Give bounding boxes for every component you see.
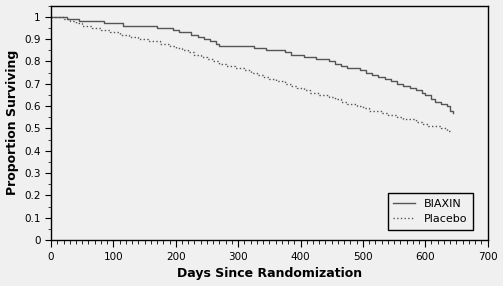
BIAXIN: [48, 15, 54, 18]
BIAXIN: [447, 109, 453, 112]
BIAXIN: [195, 35, 201, 39]
Line: BIAXIN: BIAXIN: [51, 17, 453, 113]
Line: Placebo: Placebo: [51, 17, 450, 133]
BIAXIN: [270, 49, 276, 52]
Placebo: [151, 39, 157, 43]
Placebo: [48, 15, 54, 18]
BIAXIN: [182, 31, 188, 34]
Placebo: [325, 96, 331, 99]
Placebo: [157, 42, 163, 45]
Y-axis label: Proportion Surviving: Proportion Surviving: [6, 50, 19, 195]
Legend: BIAXIN, Placebo: BIAXIN, Placebo: [388, 193, 473, 230]
BIAXIN: [257, 46, 263, 50]
X-axis label: Days Since Randomization: Days Since Randomization: [177, 267, 362, 281]
Placebo: [394, 116, 400, 119]
Placebo: [447, 131, 453, 135]
Placebo: [438, 127, 444, 130]
Placebo: [354, 104, 360, 108]
BIAXIN: [450, 111, 456, 114]
BIAXIN: [344, 66, 350, 70]
